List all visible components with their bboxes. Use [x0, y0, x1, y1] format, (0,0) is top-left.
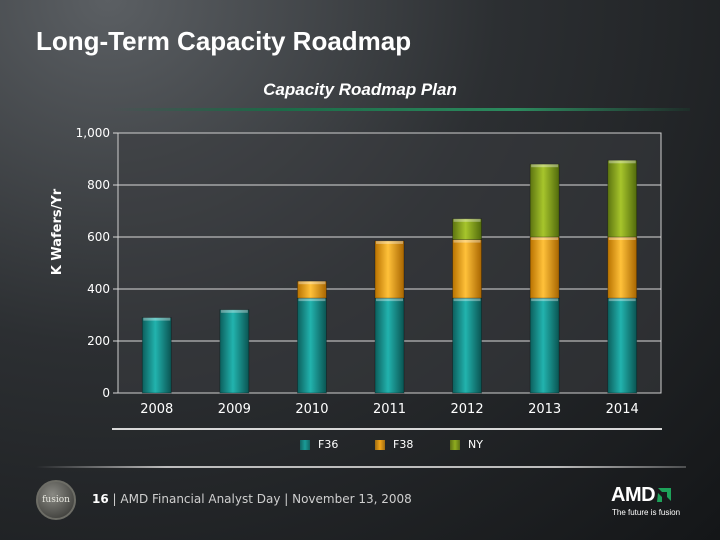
title-divider — [110, 108, 690, 111]
bar-highlight — [453, 298, 481, 302]
bar-highlight — [376, 240, 403, 244]
bars — [141, 159, 638, 394]
amd-logo: AMD — [611, 484, 672, 507]
bar-highlight — [608, 237, 636, 240]
legend-swatch-f38 — [375, 439, 385, 450]
fusion-logo-text: fusion — [42, 495, 70, 505]
footer-separator: | — [112, 492, 121, 506]
bar-f38-2010 — [297, 280, 327, 299]
page-number: 16 — [92, 492, 109, 506]
bar-f38-2013 — [529, 236, 560, 299]
bar-highlight — [608, 298, 636, 302]
fusion-logo-icon: fusion — [36, 480, 76, 520]
footer: 16 | AMD Financial Analyst Day | Novembe… — [92, 492, 412, 506]
legend-divider — [112, 428, 662, 430]
legend-swatch-ny — [450, 439, 460, 450]
x-tick-label: 2008 — [140, 402, 173, 417]
bar-highlight — [453, 239, 481, 243]
legend-label-f36: F36 — [318, 438, 339, 451]
bar-f36-2012 — [452, 297, 482, 394]
x-tick-label: 2009 — [218, 402, 251, 417]
bar-ny-2013 — [529, 163, 560, 238]
bar-highlight — [531, 164, 559, 168]
bar-highlight — [453, 218, 481, 222]
bar-highlight — [298, 281, 326, 285]
legend-item-f36: F36 — [300, 438, 375, 451]
bar-f38-2011 — [374, 240, 405, 299]
y-axis-label: K Wafers/Yr — [50, 188, 65, 275]
y-tick-label: 0 — [102, 386, 110, 400]
legend-label-f38: F38 — [393, 438, 414, 451]
footer-divider — [36, 466, 686, 468]
bar-highlight — [143, 317, 171, 321]
x-tick-labels: 2008 2009 2010 2011 2012 2013 2014 — [140, 402, 639, 417]
x-tick-label: 2013 — [528, 402, 561, 417]
bar-highlight — [608, 160, 636, 164]
amd-tagline: The future is fusion — [612, 508, 681, 517]
legend: F36 F38 NY — [300, 438, 525, 451]
legend-item-f38: F38 — [375, 438, 450, 451]
bar-f36-2008 — [141, 317, 172, 394]
bar-f38-2014 — [607, 236, 638, 299]
x-tick-label: 2011 — [373, 402, 406, 417]
bar-f38-2012 — [452, 239, 482, 299]
y-tick-label: 1,000 — [76, 126, 110, 140]
chart-title: Capacity Roadmap Plan — [263, 80, 457, 99]
y-tick-label: 200 — [87, 334, 110, 348]
y-tick-labels: 0 200 400 600 800 1,000 — [76, 126, 110, 400]
x-tick-label: 2010 — [295, 402, 328, 417]
y-tick-label: 800 — [87, 178, 110, 192]
slide-title: Long-Term Capacity Roadmap — [36, 26, 412, 56]
bar-f36-2013 — [529, 297, 560, 394]
y-tick-label: 600 — [87, 230, 110, 244]
legend-label-ny: NY — [468, 438, 483, 451]
bar-ny-2012 — [452, 218, 482, 241]
amd-wordmark: AMD — [611, 484, 656, 506]
legend-swatch-f36 — [300, 439, 310, 450]
legend-item-ny: NY — [450, 438, 525, 451]
y-tick-label: 400 — [87, 282, 110, 296]
bar-highlight — [376, 298, 403, 302]
bar-highlight — [220, 309, 248, 313]
amd-arrow-icon — [657, 488, 672, 502]
bar-highlight — [531, 237, 559, 240]
x-tick-label: 2014 — [606, 402, 639, 417]
bar-highlight — [298, 298, 326, 302]
bar-f36-2014 — [607, 297, 638, 394]
bar-f36-2010 — [297, 297, 327, 394]
bar-f36-2011 — [374, 297, 405, 394]
bar-f36-2009 — [219, 309, 250, 394]
footer-event: AMD Financial Analyst Day | November 13,… — [120, 492, 412, 506]
bar-ny-2014 — [607, 159, 638, 238]
x-tick-label: 2012 — [451, 402, 484, 417]
bar-highlight — [531, 298, 559, 302]
